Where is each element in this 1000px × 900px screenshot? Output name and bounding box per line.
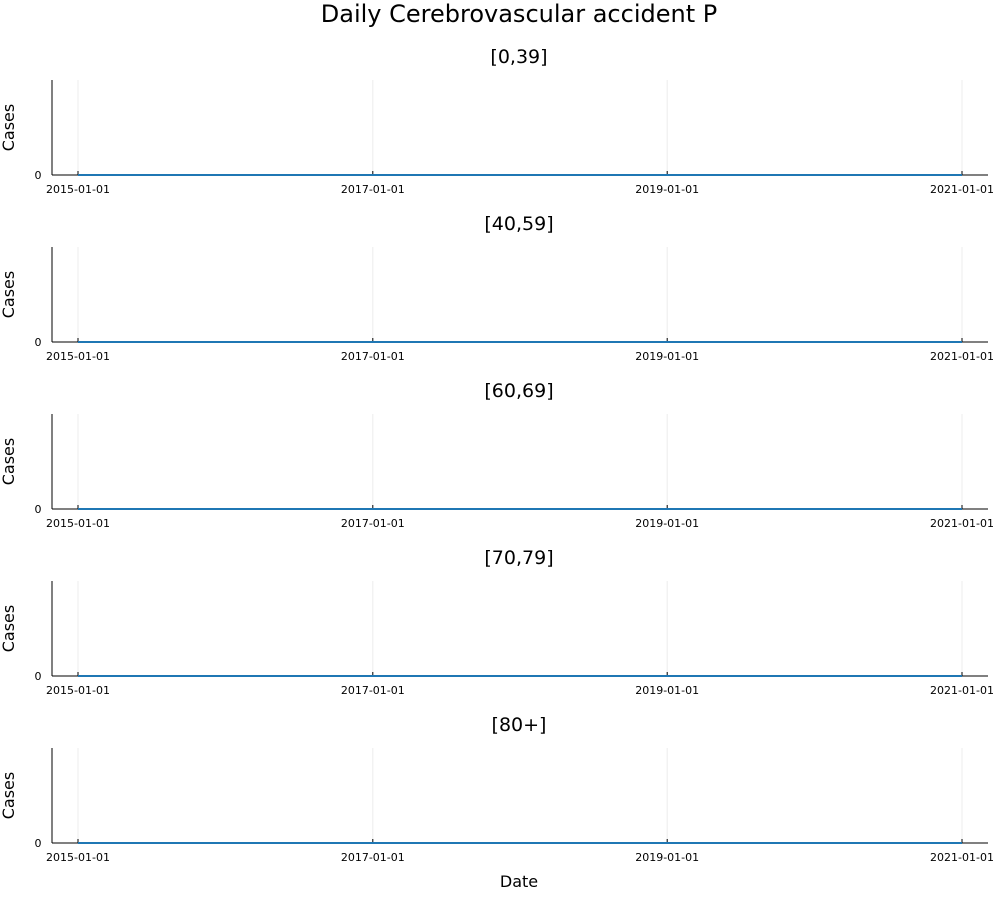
panel-title: [40,59] xyxy=(484,213,553,235)
x-tick-label: 2017-01-01 xyxy=(341,851,405,864)
x-tick-label: 2015-01-01 xyxy=(46,350,110,363)
x-tick-label: 2017-01-01 xyxy=(341,183,405,196)
x-tick-label: 2021-01-01 xyxy=(930,350,994,363)
y-tick-label: 0 xyxy=(35,336,42,349)
x-tick-label: 2021-01-01 xyxy=(930,851,994,864)
panel-title: [80+] xyxy=(492,714,547,736)
chart-panel: [80+] Cases 0 2015-01-01 2017-01-01 2019-01-0… xyxy=(0,714,994,864)
y-tick-label: 0 xyxy=(35,837,42,850)
chart-title: Daily Cerebrovascular accident P xyxy=(321,0,717,28)
x-tick-label: 2019-01-01 xyxy=(635,517,699,530)
y-axis-label: Cases xyxy=(0,438,18,486)
x-tick-label: 2021-01-01 xyxy=(930,517,994,530)
y-axis-label: Cases xyxy=(0,104,18,152)
y-axis-label: Cases xyxy=(0,605,18,653)
chart-panel: [60,69] Cases 0 2015-01-01 2017-01-01 2019-01… xyxy=(0,380,994,530)
y-axis-label: Cases xyxy=(0,772,18,820)
panel-title: [0,39] xyxy=(490,46,547,68)
x-tick-label: 2017-01-01 xyxy=(341,684,405,697)
x-axis-label: Date xyxy=(500,872,538,891)
y-axis-label: Cases xyxy=(0,271,18,319)
chart-panels: [0,39] Cases 0 2015-01-01 2017-01-01 2019-01-… xyxy=(0,46,994,864)
x-tick-label: 2015-01-01 xyxy=(46,684,110,697)
y-tick-label: 0 xyxy=(35,503,42,516)
x-tick-label: 2015-01-01 xyxy=(46,851,110,864)
x-tick-label: 2019-01-01 xyxy=(635,350,699,363)
x-tick-label: 2021-01-01 xyxy=(930,684,994,697)
x-tick-label: 2019-01-01 xyxy=(635,183,699,196)
x-tick-label: 2017-01-01 xyxy=(341,517,405,530)
chart-panel: [40,59] Cases 0 2015-01-01 2017-01-01 2019-01… xyxy=(0,213,994,363)
x-tick-label: 2019-01-01 xyxy=(635,684,699,697)
panel-title: [70,79] xyxy=(484,547,553,569)
chart-panel: [0,39] Cases 0 2015-01-01 2017-01-01 2019-01-… xyxy=(0,46,994,196)
x-tick-label: 2021-01-01 xyxy=(930,183,994,196)
x-tick-label: 2019-01-01 xyxy=(635,851,699,864)
chart-panel: [70,79] Cases 0 2015-01-01 2017-01-01 2019-01… xyxy=(0,547,994,697)
panel-title: [60,69] xyxy=(484,380,553,402)
x-tick-label: 2015-01-01 xyxy=(46,183,110,196)
x-tick-label: 2017-01-01 xyxy=(341,350,405,363)
y-tick-label: 0 xyxy=(35,670,42,683)
y-tick-label: 0 xyxy=(35,169,42,182)
x-tick-label: 2015-01-01 xyxy=(46,517,110,530)
